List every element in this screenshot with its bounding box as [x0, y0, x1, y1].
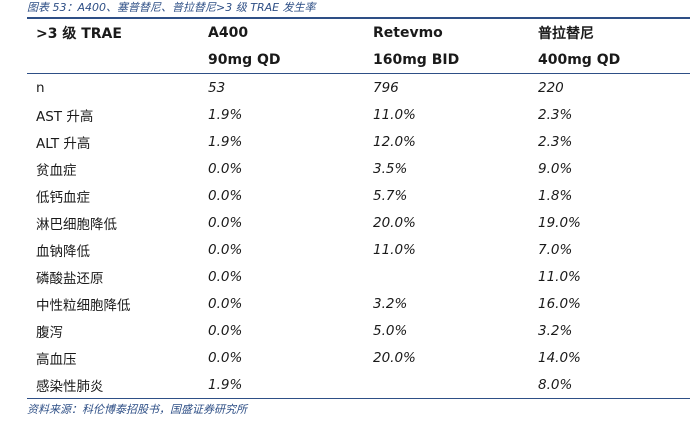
cell-a400: 1.9% — [208, 106, 243, 123]
table-row: 中性粒细胞降低 0.0% 3.2% 16.0% — [27, 290, 690, 317]
table-row: 贫血症 0.0% 3.5% 9.0% — [27, 155, 690, 182]
cell-pralsetinib: 11.0% — [538, 268, 581, 285]
cell-pralsetinib: 9.0% — [538, 160, 573, 177]
table-row: 感染性肺炎 1.9% 8.0% — [27, 371, 690, 399]
trae-table: >3 级 TRAE A400 Retevmo 普拉替尼 90mg QD 160m… — [27, 19, 690, 399]
cell-pralsetinib: 220 — [538, 79, 564, 96]
header-a400-dose: 90mg QD — [199, 46, 364, 74]
top-rule — [27, 17, 690, 19]
row-label: ALT 升高 — [36, 135, 91, 152]
table-row: n 53 796 220 — [27, 74, 690, 102]
header-pralsetinib-dose: 400mg QD — [529, 46, 690, 74]
table-row: 淋巴细胞降低 0.0% 20.0% 19.0% — [27, 209, 690, 236]
row-label: n — [36, 79, 45, 96]
table-row: 血钠降低 0.0% 11.0% 7.0% — [27, 236, 690, 263]
cell-retevmo: 20.0% — [373, 349, 416, 366]
cell-pralsetinib: 19.0% — [538, 214, 581, 231]
header-trae-grade: >3 级 TRAE — [36, 25, 122, 42]
cell-retevmo: 11.0% — [373, 106, 416, 123]
cell-pralsetinib: 3.2% — [538, 322, 573, 339]
row-label: 贫血症 — [36, 162, 77, 179]
row-label: 感染性肺炎 — [27, 371, 199, 399]
table-row: AST 升高 1.9% 11.0% 2.3% — [27, 101, 690, 128]
cell-pralsetinib: 8.0% — [529, 371, 690, 399]
row-label: 腹泻 — [36, 324, 63, 341]
cell-a400: 0.0% — [208, 349, 243, 366]
header-row-2: 90mg QD 160mg BID 400mg QD — [27, 46, 690, 74]
row-label: AST 升高 — [36, 108, 94, 125]
header-retevmo-dose: 160mg BID — [364, 46, 529, 74]
cell-a400: 0.0% — [208, 160, 243, 177]
header-retevmo-name: Retevmo — [373, 24, 443, 41]
cell-pralsetinib: 16.0% — [538, 295, 581, 312]
cell-a400: 0.0% — [208, 187, 243, 204]
cell-retevmo — [364, 371, 529, 399]
cell-retevmo: 3.5% — [373, 160, 408, 177]
row-label: 血钠降低 — [36, 243, 90, 260]
source-note: 资料来源：科伦博泰招股书，国盛证券研究所 — [27, 403, 247, 416]
table-row: 磷酸盐还原 0.0% 11.0% — [27, 263, 690, 290]
cell-pralsetinib: 14.0% — [538, 349, 581, 366]
cell-retevmo: 11.0% — [373, 241, 416, 258]
cell-retevmo: 3.2% — [373, 295, 408, 312]
row-label: 中性粒细胞降低 — [36, 297, 131, 314]
cell-retevmo: 12.0% — [373, 133, 416, 150]
cell-a400: 53 — [208, 79, 226, 96]
cell-a400: 1.9% — [199, 371, 364, 399]
cell-retevmo: 20.0% — [373, 214, 416, 231]
cell-pralsetinib: 2.3% — [538, 106, 573, 123]
cell-retevmo: 796 — [373, 79, 399, 96]
header-pralsetinib-name: 普拉替尼 — [538, 25, 594, 42]
header-a400-name: A400 — [208, 24, 249, 41]
cell-a400: 0.0% — [208, 214, 243, 231]
row-label: 高血压 — [36, 351, 77, 368]
cell-a400: 0.0% — [208, 295, 243, 312]
cell-a400: 0.0% — [208, 241, 243, 258]
header-row-1: >3 级 TRAE A400 Retevmo 普拉替尼 — [27, 19, 690, 46]
cell-pralsetinib: 2.3% — [538, 133, 573, 150]
cell-retevmo: 5.0% — [373, 322, 408, 339]
row-label: 低钙血症 — [36, 189, 90, 206]
figure-caption: 图表 53：A400、塞普替尼、普拉替尼>3 级 TRAE 发生率 — [27, 1, 316, 14]
table-row: 低钙血症 0.0% 5.7% 1.8% — [27, 182, 690, 209]
table-row: 高血压 0.0% 20.0% 14.0% — [27, 344, 690, 371]
table-body: n 53 796 220 AST 升高 1.9% 11.0% 2.3% ALT 升高 1.9% 12… — [27, 74, 690, 399]
cell-a400: 0.0% — [208, 322, 243, 339]
cell-retevmo — [364, 263, 529, 290]
cell-retevmo: 5.7% — [373, 187, 408, 204]
row-label: 磷酸盐还原 — [36, 270, 104, 287]
cell-a400: 1.9% — [208, 133, 243, 150]
header-blank — [27, 46, 199, 74]
table-row: ALT 升高 1.9% 12.0% 2.3% — [27, 128, 690, 155]
cell-a400: 0.0% — [208, 268, 243, 285]
cell-pralsetinib: 1.8% — [538, 187, 573, 204]
row-label: 淋巴细胞降低 — [36, 216, 117, 233]
table-row: 腹泻 0.0% 5.0% 3.2% — [27, 317, 690, 344]
cell-pralsetinib: 7.0% — [538, 241, 573, 258]
